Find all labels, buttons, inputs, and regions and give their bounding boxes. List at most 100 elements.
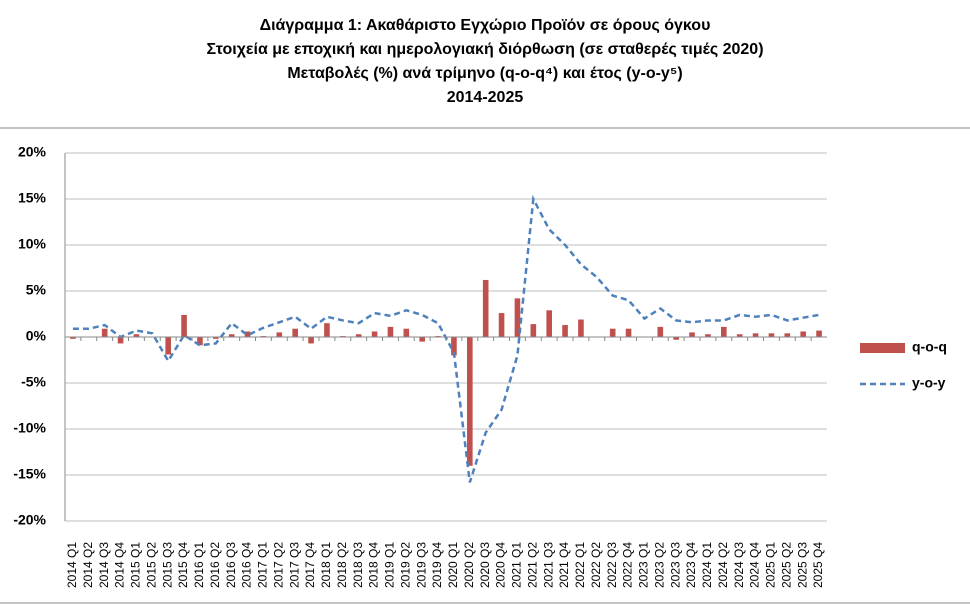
bar [530,324,537,337]
legend-label: q-o-q [912,339,947,355]
bar [197,337,203,346]
x-tick-label: 2024 Q1 [700,542,714,588]
bar [752,333,759,337]
bar [292,328,298,337]
bar [498,313,505,337]
bar [768,333,775,337]
bar [165,337,171,355]
line [72,194,820,483]
bar [609,328,616,337]
bar [546,310,552,337]
y-tick-label: 15% [18,190,47,206]
bar [228,334,235,337]
chart-title: Διάγραμμα 1: Ακαθάριστο Εγχώριο Προϊόν σ… [260,17,711,34]
y-tick-label: 10% [18,236,47,252]
x-tick-label: 2022 Q1 [573,542,587,588]
bar [308,337,314,344]
y-tick-label: 0% [26,328,47,344]
x-tick-label: 2015 Q3 [160,542,174,588]
x-tick-label: 2024 Q2 [716,542,730,588]
bar [578,319,584,337]
x-tick-label: 2024 Q4 [748,542,762,588]
x-tick-label: 2020 Q4 [494,542,508,588]
x-tick-label: 2019 Q4 [430,542,444,588]
chart-title: Στοιχεία με εποχική και ημερολογιακή διό… [206,41,763,58]
bar [213,337,219,339]
bar [244,331,251,337]
y-tick-label: -20% [13,512,46,528]
bar [562,325,568,337]
bar [133,334,140,337]
x-tick-label: 2023 Q4 [684,542,698,588]
bar [689,332,695,337]
legend-swatch [860,343,905,353]
x-tick-label: 2025 Q3 [795,542,809,588]
x-tick-label: 2024 Q3 [732,542,746,588]
x-tick-label: 2019 Q3 [414,542,428,588]
x-tick-label: 2015 Q4 [176,542,190,588]
bar [181,314,187,337]
x-tick-label: 2014 Q3 [97,542,111,588]
bar [419,337,425,342]
bar [673,337,679,340]
x-tick-label: 2023 Q3 [668,542,682,588]
bar [276,332,283,337]
bar [355,334,362,337]
x-tick-label: 2015 Q1 [129,542,143,588]
bar [451,337,457,356]
x-tick-label: 2019 Q2 [398,542,412,588]
x-tick-label: 2018 Q4 [367,542,381,588]
x-tick-label: 2017 Q1 [256,542,270,588]
x-tick-label: 2014 Q2 [81,542,95,588]
x-tick-label: 2022 Q3 [605,542,619,588]
x-tick-label: 2022 Q2 [589,542,603,588]
bar [657,326,664,337]
x-tick-label: 2021 Q3 [541,542,555,588]
x-tick-label: 2021 Q1 [510,542,524,588]
x-tick-label: 2023 Q2 [652,542,666,588]
x-tick-label: 2019 Q1 [383,542,397,588]
x-tick-label: 2025 Q1 [764,542,778,588]
bar [70,337,76,339]
x-tick-label: 2021 Q4 [557,542,571,588]
x-tick-label: 2018 Q1 [319,542,333,588]
x-tick-label: 2015 Q2 [144,542,158,588]
x-tick-label: 2016 Q2 [208,542,222,588]
bar [467,337,473,466]
bar [482,279,489,337]
bar [101,328,108,337]
x-tick-label: 2016 Q4 [240,542,254,588]
bar [736,334,743,337]
legend-label: y-o-y [912,375,946,391]
bar [625,328,632,337]
x-tick-label: 2014 Q1 [65,542,79,588]
x-tick-label: 2020 Q2 [462,542,476,588]
y-tick-label: 5% [26,282,47,298]
x-tick-label: 2021 Q2 [525,542,539,588]
bar [371,331,378,337]
bar [403,328,410,337]
bar [816,330,822,337]
x-tick-label: 2014 Q4 [113,542,127,588]
x-tick-label: 2023 Q1 [637,542,651,588]
x-tick-label: 2016 Q1 [192,542,206,588]
x-tick-label: 2020 Q1 [446,542,460,588]
bar [721,326,727,337]
y-tick-label: -15% [13,466,46,482]
bar [705,334,711,337]
bar [117,337,124,344]
x-tick-label: 2020 Q3 [478,542,492,588]
x-tick-label: 2017 Q3 [287,542,301,588]
x-tick-label: 2017 Q2 [271,542,285,588]
y-tick-label: -5% [21,374,46,390]
x-tick-label: 2018 Q3 [351,542,365,588]
bar [387,326,394,337]
x-tick-label: 2017 Q4 [303,542,317,588]
bar [514,298,521,337]
chart-title: 2014-2025 [447,89,524,106]
x-tick-label: 2016 Q3 [224,542,238,588]
bar [324,323,330,337]
x-tick-label: 2025 Q2 [779,542,793,588]
bar [800,331,806,337]
